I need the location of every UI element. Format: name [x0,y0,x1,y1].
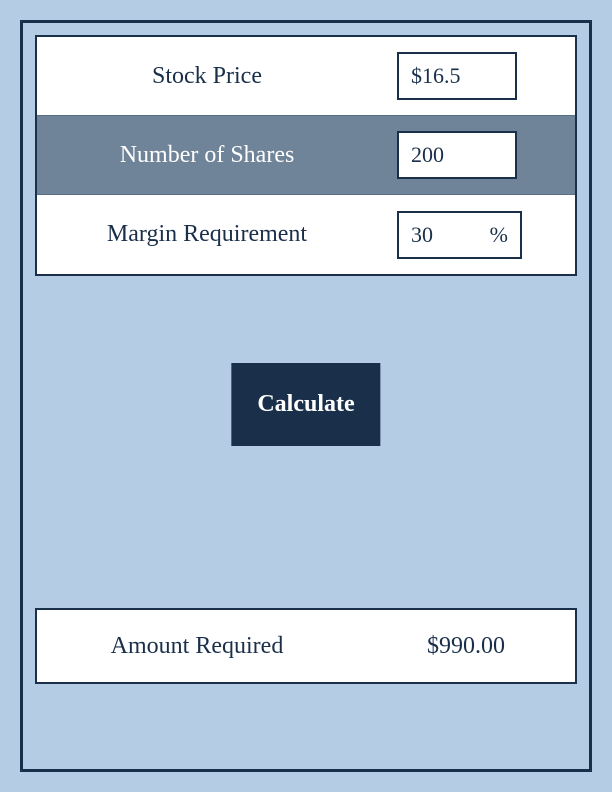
calculator-frame: Stock Price $16.5 Number of Shares 200 M… [20,20,592,772]
margin-req-row: Margin Requirement 30 % [37,195,575,274]
margin-req-label: Margin Requirement [37,221,377,248]
margin-req-input[interactable]: 30 % [397,211,522,259]
margin-req-field-cell: 30 % [377,211,575,259]
num-shares-field-cell: 200 [377,131,575,179]
num-shares-row: Number of Shares 200 [37,116,575,195]
stock-price-input[interactable]: $16.5 [397,52,517,100]
stock-price-field-cell: $16.5 [377,52,575,100]
percent-symbol: % [490,222,508,248]
result-value: $990.00 [357,633,575,660]
stock-price-value: $16.5 [411,63,461,89]
num-shares-value: 200 [411,142,444,168]
result-row: Amount Required $990.00 [35,608,577,684]
stock-price-label: Stock Price [37,63,377,90]
stock-price-row: Stock Price $16.5 [37,37,575,116]
margin-req-value: 30 [411,222,433,248]
num-shares-label: Number of Shares [37,142,377,169]
num-shares-input[interactable]: 200 [397,131,517,179]
result-label: Amount Required [37,633,357,660]
inputs-table: Stock Price $16.5 Number of Shares 200 M… [35,35,577,276]
calculate-button[interactable]: Calculate [231,363,380,446]
